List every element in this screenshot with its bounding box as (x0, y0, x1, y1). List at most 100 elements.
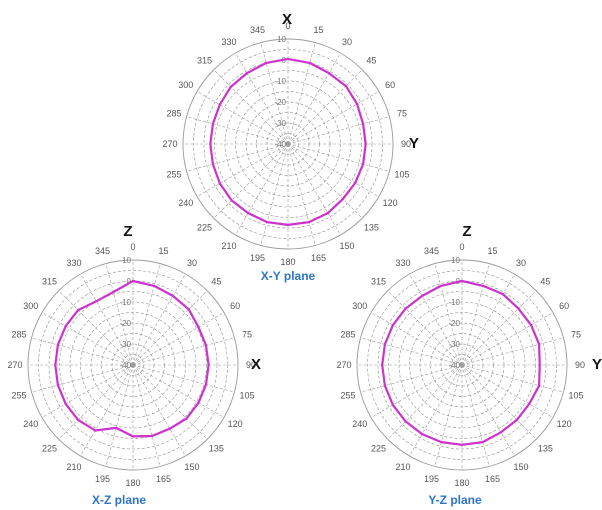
xz-pattern-point (171, 294, 175, 298)
xy-pattern-point (361, 122, 365, 126)
xz-angle-tick-label: 105 (239, 391, 254, 401)
xz-angle-tick-label: 240 (23, 419, 38, 429)
yz-pattern-point (501, 292, 505, 296)
xz-spoke (132, 337, 235, 366)
xz-pattern-point (76, 308, 80, 312)
xy-spoke (287, 143, 390, 172)
xy-angle-tick-label: 45 (366, 56, 376, 66)
xy-angle-tick-label: 105 (394, 170, 409, 180)
xz-angle-tick-label: 225 (42, 443, 57, 453)
xy-angle-tick-label: 135 (364, 222, 379, 232)
yz-spoke (461, 364, 537, 440)
xz-pattern-point (54, 363, 57, 367)
xz-right-axis-letter: X (251, 356, 261, 373)
xz-pattern-point (207, 363, 210, 367)
xz-spoke (58, 290, 134, 366)
xz-spoke (41, 364, 134, 418)
xy-spoke (287, 143, 363, 219)
yz-grid-ring (388, 291, 536, 439)
xz-radial-tick-label: 0 (127, 277, 132, 286)
xy-spoke (287, 143, 341, 236)
yz-pattern-point (420, 432, 424, 436)
yz-pattern-point (537, 384, 541, 387)
xy-grid-ring (214, 70, 362, 218)
xz-angle-tick-label: 285 (12, 329, 27, 339)
xz-angle-tick-label: 135 (209, 443, 224, 453)
xz-spoke (132, 263, 161, 366)
xy-angle-tick-label: 120 (383, 198, 398, 208)
xz-angle-tick-label: 30 (187, 258, 197, 268)
yz-spoke (370, 312, 463, 366)
yz-pattern-point (420, 294, 424, 298)
xy-pattern-point (245, 71, 249, 75)
xy-plane-polar-chart: 0 15 30 45 60 75 90 105 120 135 150 165 180 195 210 225… (162, 11, 419, 283)
yz-angle-tick-label: 90 (575, 360, 585, 370)
xy-spoke (196, 91, 289, 145)
xz-angle-tick-label: 315 (42, 277, 57, 287)
yz-spoke (409, 364, 463, 457)
yz-radial-tick-label: -30 (448, 340, 460, 349)
xz-spoke (80, 273, 134, 366)
xy-spoke (260, 143, 289, 246)
xz-spoke (132, 312, 225, 366)
yz-pattern-point (383, 384, 387, 387)
xz-angle-tick-label: 345 (95, 246, 110, 256)
xz-angle-tick-label: 180 (125, 478, 140, 488)
xy-spoke (287, 42, 316, 145)
xy-pattern-point (246, 211, 250, 215)
yz-angle-tick-label: 105 (568, 391, 583, 401)
xy-spoke (235, 52, 289, 145)
xy-grid-ring (182, 38, 394, 250)
yz-pattern-point (460, 279, 464, 283)
yz-pattern-point (538, 363, 541, 367)
yz-radial-tick-label: -10 (448, 298, 460, 307)
yz-spoke (461, 364, 490, 467)
xz-pattern-line (54, 279, 210, 438)
xz-radial-tick-label: -20 (119, 319, 131, 328)
yz-pattern-point (499, 431, 503, 434)
yz-pattern-point (517, 307, 520, 310)
xz-pattern-point (64, 402, 67, 406)
xz-spoke (132, 364, 208, 440)
xz-spoke (132, 364, 225, 418)
xy-angle-tick-label: 75 (397, 108, 407, 118)
xz-pattern-point (131, 435, 135, 438)
yz-radial-tick-label: 10 (451, 256, 460, 265)
xz-grid-ring (59, 291, 207, 439)
yz-angle-tick-label: 330 (395, 258, 410, 268)
xz-pattern-point (168, 427, 171, 430)
xy-spoke (287, 52, 341, 145)
xy-pattern-point (326, 211, 330, 215)
xz-pattern-point (94, 429, 97, 432)
xy-grid-ring (193, 49, 383, 239)
yz-pattern-point (381, 363, 384, 367)
xy-pattern-point (211, 122, 215, 126)
xz-grid-ring (38, 270, 228, 460)
yz-angle-tick-label: 120 (557, 419, 572, 429)
xz-top-axis-letter: Z (123, 223, 132, 240)
xy-angle-tick-label: 300 (178, 80, 193, 90)
yz-pattern-point (528, 402, 531, 405)
xy-angle-tick-label: 30 (342, 37, 352, 47)
yz-plane-polar-chart: 0 15 30 45 60 75 90 105 120 135 150 165 180 195 210 225… (336, 223, 602, 507)
xy-radial-tick-label: -30 (274, 119, 286, 128)
xy-spoke (287, 143, 380, 197)
xz-pattern-point (56, 383, 60, 387)
xy-angle-tick-label: 225 (197, 222, 212, 232)
yz-plane-title: Y-Z plane (428, 493, 482, 507)
xz-spoke (31, 337, 134, 366)
xy-pattern-point (361, 162, 365, 166)
xz-plane-title: X-Z plane (92, 493, 146, 507)
xz-angle-tick-label: 90 (246, 360, 256, 370)
xy-radial-tick-label: 10 (277, 35, 286, 44)
xy-top-axis-letter: X (282, 11, 292, 28)
yz-angle-tick-label: 210 (395, 462, 410, 472)
xy-angle-tick-label: 195 (250, 253, 265, 263)
yz-radial-tick-label: -20 (448, 319, 460, 328)
yz-pattern-point (482, 284, 485, 288)
xy-angle-tick-label: 90 (401, 139, 411, 149)
xz-pattern-point (197, 401, 200, 404)
xy-pattern-point (355, 102, 359, 106)
yz-angle-tick-label: 195 (424, 474, 439, 484)
yz-angle-tick-label: 255 (341, 391, 356, 401)
